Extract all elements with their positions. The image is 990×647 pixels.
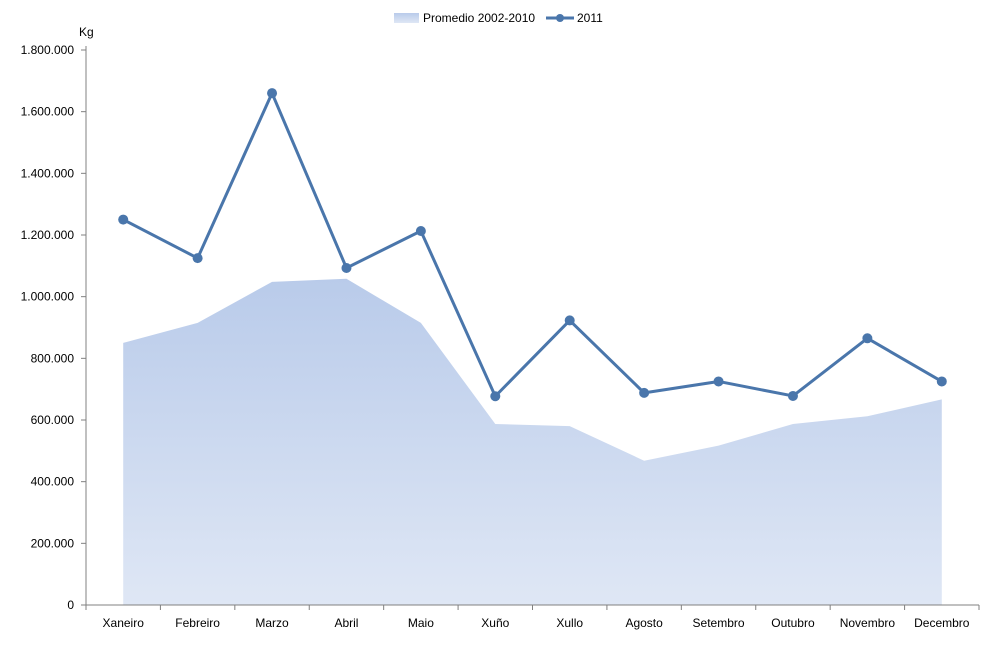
legend-marker-2011 xyxy=(556,14,564,22)
data-point-2011-10 xyxy=(788,391,798,401)
data-point-2011-6 xyxy=(490,391,500,401)
x-tick-label: Xullo xyxy=(556,616,583,630)
y-tick-label: 400.000 xyxy=(31,475,75,489)
x-tick-label: Decembro xyxy=(914,616,970,630)
data-point-2011-12 xyxy=(937,376,947,386)
y-tick-label: 1.600.000 xyxy=(21,105,75,119)
x-tick-label: Agosto xyxy=(625,616,663,630)
y-tick-label: 800.000 xyxy=(31,351,75,365)
data-point-2011-2 xyxy=(193,253,203,263)
data-point-2011-11 xyxy=(862,333,872,343)
y-tick-label: 1.400.000 xyxy=(21,166,75,180)
x-tick-label: Maio xyxy=(408,616,434,630)
x-tick-label: Novembro xyxy=(840,616,896,630)
y-tick-label: 0 xyxy=(67,598,74,612)
legend-label-promedio: Promedio 2002-2010 xyxy=(423,11,535,25)
legend-swatch-promedio xyxy=(394,13,419,23)
data-point-2011-8 xyxy=(639,388,649,398)
y-tick-label: 1.000.000 xyxy=(21,290,75,304)
y-tick-label: 1.800.000 xyxy=(21,43,75,57)
y-tick-label: 1.200.000 xyxy=(21,228,75,242)
data-point-2011-4 xyxy=(341,263,351,273)
x-tick-label: Xuño xyxy=(481,616,509,630)
data-point-2011-5 xyxy=(416,226,426,236)
y-tick-label: 600.000 xyxy=(31,413,75,427)
area-series-promedio xyxy=(123,279,942,605)
legend: Promedio 2002-2010 2011 xyxy=(394,11,603,25)
x-tick-label: Abril xyxy=(334,616,358,630)
x-tick-label: Outubro xyxy=(771,616,815,630)
data-point-2011-3 xyxy=(267,88,277,98)
x-tick-label: Febreiro xyxy=(175,616,220,630)
x-tick-label: Setembro xyxy=(693,616,745,630)
plot-area xyxy=(118,88,947,605)
x-tick-label: Marzo xyxy=(255,616,289,630)
legend-label-2011: 2011 xyxy=(577,11,603,25)
data-point-2011-9 xyxy=(714,376,724,386)
x-tick-label: Xaneiro xyxy=(103,616,145,630)
y-tick-label: 200.000 xyxy=(31,536,75,550)
data-point-2011-7 xyxy=(565,315,575,325)
y-axis-label: Kg xyxy=(79,25,94,39)
data-point-2011-1 xyxy=(118,215,128,225)
